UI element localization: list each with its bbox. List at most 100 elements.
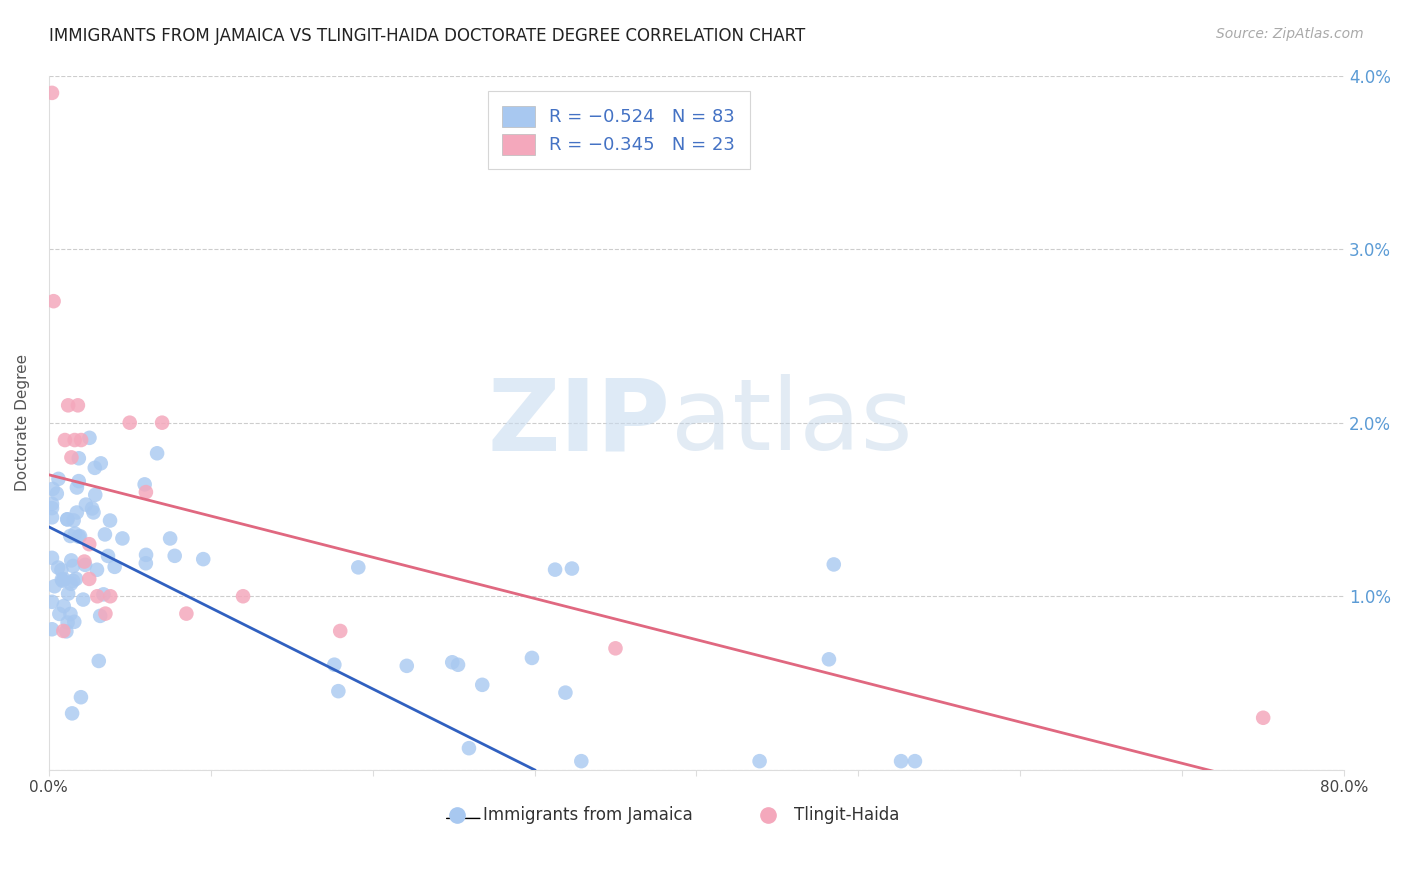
Point bbox=[65, 572, 87, 586]
Text: Source: ZipAtlas.com: Source: ZipAtlas.com bbox=[1216, 27, 1364, 41]
Point bbox=[60, 706, 83, 721]
Point bbox=[605, 641, 627, 656]
Point bbox=[63, 433, 86, 447]
Point bbox=[118, 416, 141, 430]
Point bbox=[87, 654, 110, 668]
Point bbox=[163, 549, 186, 563]
Point bbox=[66, 506, 89, 520]
Point bbox=[70, 433, 93, 447]
Point bbox=[41, 622, 63, 636]
Point bbox=[62, 574, 84, 588]
Point bbox=[441, 655, 464, 669]
Point bbox=[56, 615, 79, 630]
Point bbox=[323, 657, 346, 672]
Point bbox=[48, 472, 70, 486]
Point bbox=[146, 446, 169, 460]
Point bbox=[748, 754, 770, 768]
Point bbox=[447, 657, 470, 672]
Point bbox=[41, 501, 63, 516]
Point bbox=[89, 608, 111, 623]
Point bbox=[63, 526, 86, 541]
Point bbox=[94, 527, 117, 541]
Text: atlas: atlas bbox=[671, 374, 912, 471]
Point bbox=[1251, 711, 1274, 725]
Point bbox=[134, 477, 156, 491]
Point bbox=[79, 431, 101, 445]
Point bbox=[51, 563, 73, 577]
Point bbox=[232, 589, 254, 603]
Point bbox=[83, 506, 105, 520]
Point bbox=[75, 558, 97, 572]
Point bbox=[41, 550, 63, 565]
Point bbox=[67, 474, 90, 488]
Point bbox=[86, 563, 108, 577]
Point bbox=[818, 652, 841, 666]
Point bbox=[67, 451, 90, 466]
Point bbox=[62, 559, 84, 574]
Point bbox=[458, 741, 481, 756]
Point bbox=[904, 754, 927, 768]
Point bbox=[176, 607, 198, 621]
Point bbox=[51, 574, 73, 588]
Point bbox=[60, 553, 83, 567]
Point bbox=[56, 398, 79, 412]
Point bbox=[41, 595, 63, 609]
Point bbox=[150, 416, 173, 430]
Point bbox=[159, 532, 181, 546]
Point bbox=[63, 615, 86, 629]
Point bbox=[83, 460, 105, 475]
Point bbox=[45, 486, 67, 500]
Y-axis label: Doctorate Degree: Doctorate Degree bbox=[15, 354, 30, 491]
Point bbox=[823, 558, 845, 572]
Point bbox=[44, 579, 66, 593]
Legend: R = −0.524   N = 83, R = −0.345   N = 23: R = −0.524 N = 83, R = −0.345 N = 23 bbox=[488, 92, 749, 169]
Point bbox=[41, 86, 63, 100]
Point bbox=[53, 572, 76, 586]
Point bbox=[97, 549, 120, 563]
Point bbox=[90, 456, 112, 470]
Point bbox=[135, 485, 157, 500]
Point bbox=[135, 556, 157, 570]
Point bbox=[70, 690, 93, 705]
Point bbox=[59, 577, 82, 591]
Point bbox=[73, 555, 96, 569]
Point bbox=[75, 498, 97, 512]
Point bbox=[52, 599, 75, 613]
Point bbox=[104, 559, 127, 574]
Text: IMMIGRANTS FROM JAMAICA VS TLINGIT-HAIDA DOCTORATE DEGREE CORRELATION CHART: IMMIGRANTS FROM JAMAICA VS TLINGIT-HAIDA… bbox=[49, 27, 806, 45]
Point bbox=[395, 658, 418, 673]
Point bbox=[51, 573, 73, 587]
Point bbox=[77, 572, 100, 586]
Point bbox=[59, 607, 82, 621]
Text: Immigrants from Jamaica: Immigrants from Jamaica bbox=[482, 806, 693, 824]
Point bbox=[82, 501, 104, 516]
Point bbox=[55, 624, 77, 639]
Point bbox=[41, 497, 63, 511]
Point bbox=[520, 651, 543, 665]
Point bbox=[41, 482, 63, 496]
Point bbox=[53, 433, 76, 447]
Point bbox=[93, 587, 115, 601]
Point bbox=[561, 561, 583, 575]
Point bbox=[328, 684, 350, 698]
Point bbox=[42, 294, 65, 309]
Point bbox=[98, 589, 121, 603]
Point bbox=[66, 398, 89, 412]
Point bbox=[52, 624, 75, 638]
Point bbox=[347, 560, 370, 574]
Point bbox=[98, 514, 121, 528]
Point bbox=[77, 537, 100, 551]
Point bbox=[329, 624, 352, 638]
Point bbox=[569, 754, 592, 768]
Point bbox=[72, 592, 94, 607]
Point bbox=[554, 685, 576, 699]
Point bbox=[48, 607, 70, 621]
Point bbox=[69, 529, 91, 543]
Point bbox=[84, 488, 107, 502]
Point bbox=[62, 513, 84, 527]
Point bbox=[86, 589, 108, 603]
Point bbox=[41, 510, 63, 524]
Point bbox=[94, 607, 117, 621]
Point bbox=[471, 678, 494, 692]
Point bbox=[66, 481, 89, 495]
